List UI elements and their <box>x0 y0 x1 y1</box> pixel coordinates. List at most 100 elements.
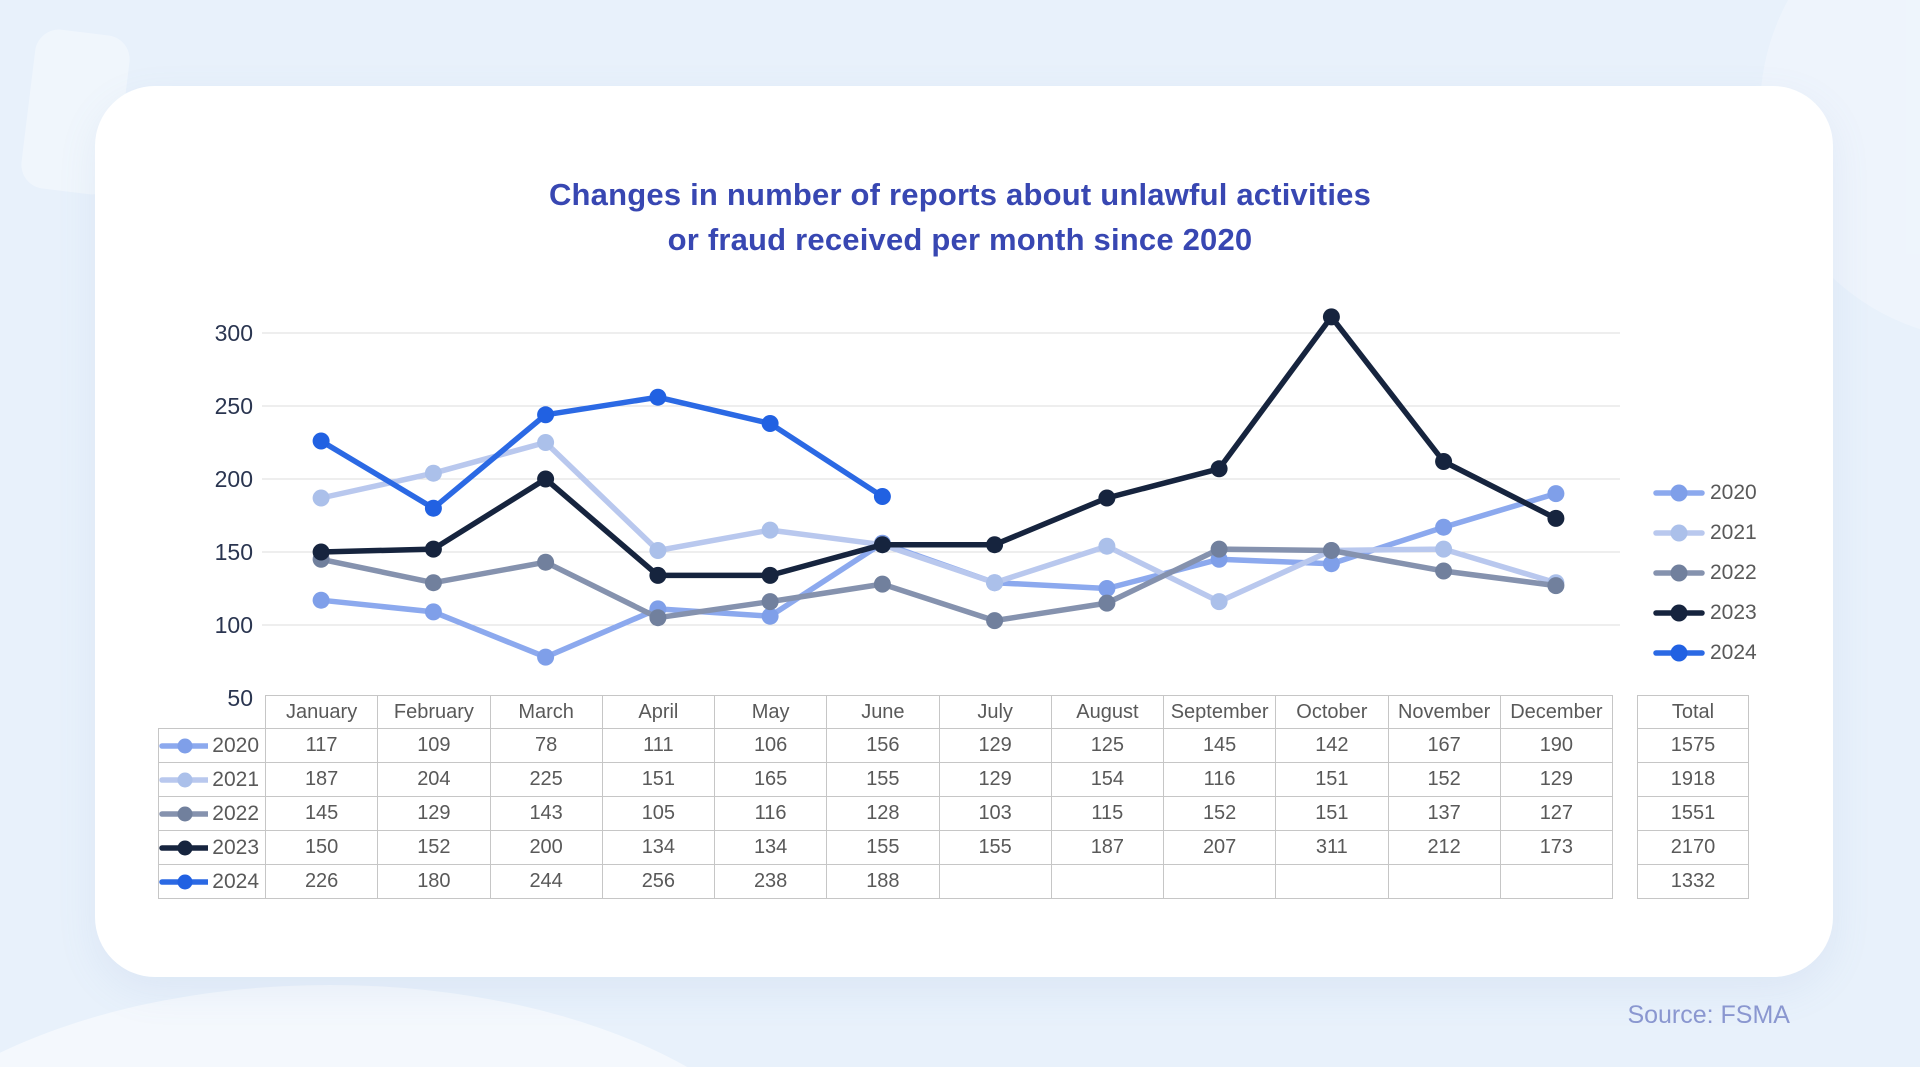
value-cell: 152 <box>377 830 491 865</box>
table-row-2021: 2021 187 204 225 151 165 155 129 154 116 151 152 129 <box>158 762 1614 797</box>
month-header-cell: June <box>826 695 940 729</box>
month-header-cell: September <box>1162 695 1277 729</box>
value-cell: 134 <box>601 830 716 865</box>
total-row-2024: 1332 <box>1637 864 1749 899</box>
legend-marker-icon-2023 <box>1653 604 1705 622</box>
value-cell: 129 <box>1499 762 1614 797</box>
value-cell: 143 <box>489 796 603 831</box>
month-header-cell: February <box>377 695 491 729</box>
month-header-cell: May <box>713 695 828 729</box>
total-cell: 1575 <box>1637 728 1749 763</box>
value-cell <box>938 864 1052 899</box>
value-cell: 154 <box>1050 762 1165 797</box>
value-cell: 207 <box>1162 830 1277 865</box>
row-marker-icon-2023 <box>159 840 209 855</box>
total-row-2020: 1575 <box>1637 728 1749 763</box>
legend-marker-icon-2022 <box>1653 564 1705 582</box>
row-label-cell: 2023 <box>158 830 266 865</box>
legend-item-2020: 2020 <box>1653 481 1757 505</box>
row-marker-icon-2024 <box>159 874 209 889</box>
value-cell <box>1499 864 1614 899</box>
chart-title: Changes in number of reports about unlaw… <box>0 172 1920 262</box>
value-cell: 155 <box>826 830 940 865</box>
value-cell: 226 <box>264 864 379 899</box>
value-cell: 151 <box>1275 762 1389 797</box>
legend-item-2021: 2021 <box>1653 521 1757 545</box>
legend-item-2024: 2024 <box>1653 641 1757 665</box>
legend-item-label: 2021 <box>1710 521 1757 544</box>
legend-item-label: 2024 <box>1710 641 1757 664</box>
row-label-cell: 2024 <box>158 864 266 899</box>
value-cell: 103 <box>938 796 1052 831</box>
value-cell: 116 <box>1162 762 1277 797</box>
value-cell: 134 <box>713 830 828 865</box>
month-header-cell: April <box>601 695 716 729</box>
row-marker-icon-2020 <box>159 738 209 753</box>
value-cell: 125 <box>1050 728 1165 763</box>
value-cell: 225 <box>489 762 603 797</box>
value-cell: 106 <box>713 728 828 763</box>
row-label-cell: 2022 <box>158 796 266 831</box>
value-cell: 137 <box>1387 796 1501 831</box>
total-header-cell: Total <box>1637 695 1749 729</box>
total-cell: 2170 <box>1637 830 1749 865</box>
total-row-2021: 1918 <box>1637 762 1749 797</box>
row-marker-icon-2022 <box>159 806 209 821</box>
value-cell: 180 <box>377 864 491 899</box>
value-cell <box>1050 864 1165 899</box>
legend-marker-icon-2020 <box>1653 484 1705 502</box>
value-cell: 167 <box>1387 728 1501 763</box>
value-cell <box>1162 864 1277 899</box>
month-header-cell: October <box>1275 695 1389 729</box>
month-header-cell: July <box>938 695 1052 729</box>
chart-legend: 2020 2021 2022 2023 2024 <box>1653 481 1757 665</box>
value-cell: 151 <box>1275 796 1389 831</box>
legend-item-2023: 2023 <box>1653 601 1757 625</box>
value-cell: 129 <box>938 762 1052 797</box>
value-cell: 238 <box>713 864 828 899</box>
month-header-cell: November <box>1387 695 1501 729</box>
row-year-label: 2021 <box>212 767 259 791</box>
value-cell: 152 <box>1387 762 1501 797</box>
legend-item-label: 2023 <box>1710 601 1757 624</box>
row-marker-icon-2021 <box>159 772 209 787</box>
value-cell: 187 <box>1050 830 1165 865</box>
value-cell: 127 <box>1499 796 1614 831</box>
value-cell: 142 <box>1275 728 1389 763</box>
total-cell: 1332 <box>1637 864 1749 899</box>
value-cell: 145 <box>264 796 379 831</box>
value-cell: 129 <box>938 728 1052 763</box>
value-cell: 190 <box>1499 728 1614 763</box>
month-header-cell: January <box>264 695 379 729</box>
table-header-row: January February March April May June July Augu… <box>159 695 1614 729</box>
value-cell: 116 <box>713 796 828 831</box>
value-cell: 200 <box>489 830 603 865</box>
month-header-cell: March <box>489 695 603 729</box>
legend-item-2022: 2022 <box>1653 561 1757 585</box>
legend-marker-icon-2021 <box>1653 524 1705 542</box>
value-cell: 204 <box>377 762 491 797</box>
value-cell: 155 <box>938 830 1052 865</box>
value-cell: 165 <box>713 762 828 797</box>
value-cell <box>1275 864 1389 899</box>
row-label-cell: 2021 <box>158 762 266 797</box>
month-header-cell: December <box>1499 695 1614 729</box>
source-caption: Source: FSMA <box>1627 1001 1790 1029</box>
value-cell: 109 <box>377 728 491 763</box>
row-year-label: 2024 <box>212 869 259 893</box>
legend-item-label: 2020 <box>1710 481 1757 504</box>
value-cell: 188 <box>826 864 940 899</box>
total-cell: 1551 <box>1637 796 1749 831</box>
table-row-2020: 2020 117 109 78 111 106 156 129 125 145 142 167 190 <box>158 728 1614 763</box>
monthly-data-table: January February March April May June July Augu… <box>158 695 1614 899</box>
value-cell: 115 <box>1050 796 1165 831</box>
value-cell: 155 <box>826 762 940 797</box>
month-header-cell: August <box>1050 695 1165 729</box>
value-cell: 150 <box>264 830 379 865</box>
total-row-2023: 2170 <box>1637 830 1749 865</box>
chart-title-line1: Changes in number of reports about unlaw… <box>548 177 1372 212</box>
value-cell: 256 <box>601 864 716 899</box>
totals-table: Total 1575 1918 1551 2170 1332 <box>1637 695 1749 899</box>
value-cell: 187 <box>264 762 379 797</box>
